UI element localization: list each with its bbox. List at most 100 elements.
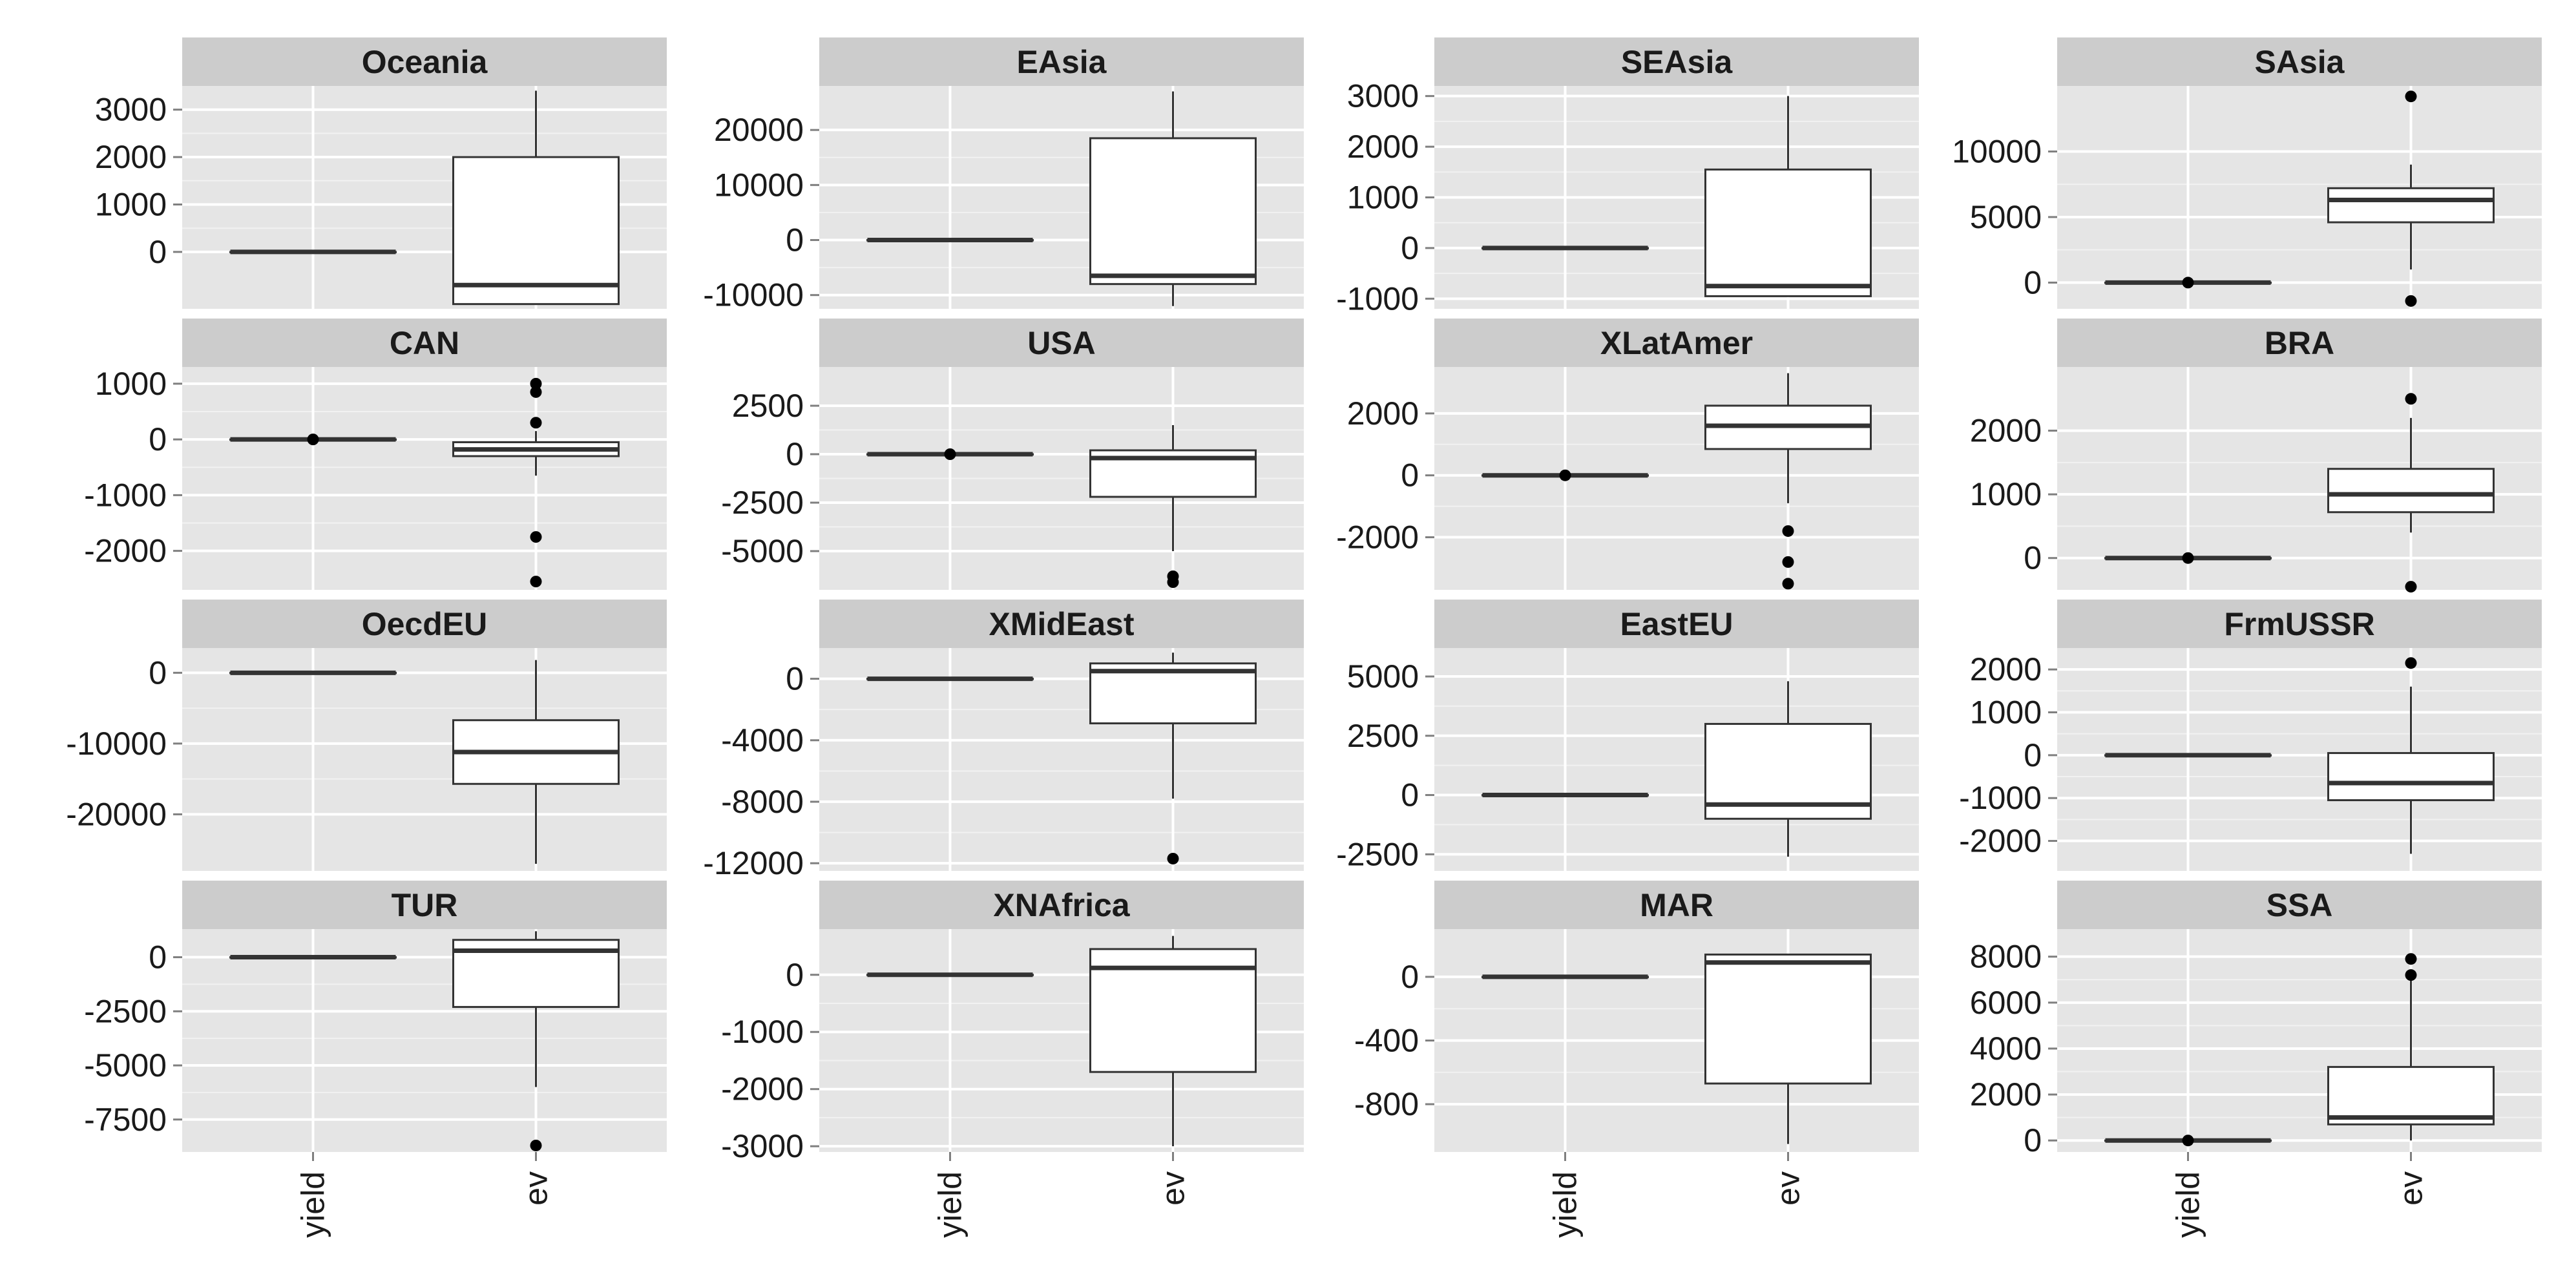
- y-tick-label: -10000: [66, 726, 167, 762]
- panel-strip: [819, 881, 1304, 929]
- y-tick-label: 2000: [1970, 1076, 2042, 1113]
- panel-bra: BRA 0 1000 2000: [1970, 319, 2542, 593]
- panel-frmussr: FrmUSSR -2000 -1000 0 1000 2000: [1959, 600, 2542, 871]
- panel-title: CAN: [390, 325, 459, 361]
- box-ev: [2327, 393, 2495, 593]
- y-tick-label: -5000: [84, 1047, 167, 1083]
- outlier-point: [2405, 295, 2417, 307]
- outlier-point: [1782, 525, 1794, 537]
- box-yield: [866, 238, 1034, 243]
- y-tick-label: -4000: [721, 722, 804, 759]
- panel-strip: [1434, 37, 1919, 86]
- box-iqr: [2327, 1065, 2495, 1125]
- y-tick-label: -5000: [721, 533, 804, 569]
- box-yield: [2104, 1135, 2272, 1147]
- outlier-point: [2405, 393, 2417, 405]
- outlier-point: [530, 377, 542, 390]
- box-yield: [229, 249, 397, 255]
- outlier-point: [530, 386, 542, 398]
- y-tick-label: 0: [2024, 264, 2042, 300]
- box-yield: [229, 434, 397, 446]
- y-tick-label: 1000: [95, 366, 167, 402]
- box-ev: [1089, 653, 1257, 864]
- box-yield: [1482, 469, 1649, 481]
- outlier-point: [1167, 852, 1179, 864]
- y-tick-label: -2000: [1959, 823, 2042, 859]
- box-iqr: [1704, 168, 1872, 297]
- y-tick-label: 20000: [714, 112, 804, 148]
- y-tick-label: 2000: [1347, 129, 1419, 165]
- outlier-point: [2405, 969, 2417, 981]
- outlier-point: [2405, 581, 2417, 593]
- box-ev: [1089, 936, 1257, 1147]
- panel-title: Oceania: [362, 44, 488, 80]
- y-tick-label: 0: [2024, 1122, 2042, 1158]
- y-tick-label: -800: [1354, 1086, 1419, 1122]
- y-tick-label: 8000: [1970, 939, 2042, 975]
- panel-title: SEAsia: [1621, 44, 1733, 80]
- y-tick-label: -2000: [84, 533, 167, 569]
- panel-title: USA: [1027, 325, 1096, 361]
- outlier-point: [307, 434, 319, 446]
- panel-strip: [819, 319, 1304, 367]
- outlier-point: [1559, 469, 1571, 481]
- outlier-point: [1782, 556, 1794, 568]
- y-tick-label: 0: [786, 436, 804, 472]
- y-tick-label: 0: [1401, 230, 1419, 266]
- panel-oecdeu: OecdEU -20000 -10000 0: [66, 600, 667, 871]
- panel-background: [1434, 367, 1919, 590]
- panel-xmideast: XMidEast -12000 -8000 -4000 0: [703, 600, 1304, 881]
- y-tick-label: -2000: [1336, 519, 1419, 556]
- y-tick-label: -1000: [721, 1014, 804, 1050]
- panel-sasia: SAsia 0 5000 10000: [1952, 37, 2542, 309]
- y-tick-label: 1000: [1970, 695, 2042, 731]
- panel-xlatamer: XLatAmer -2000 0 2000: [1336, 319, 1919, 590]
- outlier-point: [2182, 277, 2194, 289]
- y-tick-label: 3000: [95, 92, 167, 128]
- outlier-point: [530, 576, 542, 588]
- box-ev: [2327, 953, 2495, 1141]
- box-iqr: [2327, 187, 2495, 224]
- panel-title: MAR: [1640, 887, 1713, 923]
- x-tick-label-ev: ev: [1770, 1171, 1806, 1206]
- box-iqr: [1704, 953, 1872, 1085]
- y-tick-label: 0: [2024, 540, 2042, 576]
- panel-strip: [1434, 600, 1919, 648]
- box-yield: [866, 448, 1034, 460]
- panel-title: BRA: [2265, 325, 2334, 361]
- outlier-point: [1782, 578, 1794, 590]
- panel-strip: [182, 319, 667, 367]
- panel-title: EAsia: [1017, 44, 1107, 80]
- y-tick-label: 0: [786, 957, 804, 993]
- outlier-point: [530, 1139, 542, 1151]
- y-tick-label: -2500: [721, 485, 804, 521]
- panel-title: SAsia: [2255, 44, 2345, 80]
- outlier-point: [2182, 552, 2194, 564]
- box-yield: [1482, 974, 1649, 979]
- panel-strip: [182, 37, 667, 86]
- box-ev: [2327, 657, 2495, 854]
- y-tick-label: 0: [149, 654, 167, 691]
- x-tick-label-yield: yield: [1547, 1171, 1584, 1238]
- y-tick-label: -1000: [84, 477, 167, 513]
- box-ev: [1089, 425, 1257, 588]
- y-tick-label: 10000: [714, 167, 804, 203]
- panel-title: EastEU: [1620, 606, 1733, 642]
- panel-strip: [182, 881, 667, 929]
- x-tick-label-yield: yield: [2170, 1171, 2206, 1238]
- y-tick-label: 2000: [1347, 395, 1419, 432]
- outlier-point: [2405, 953, 2417, 965]
- box-ev: [452, 377, 620, 588]
- x-tick-label-yield: yield: [295, 1171, 331, 1238]
- y-tick-label: 10000: [1952, 133, 2042, 169]
- panel-tur: TUR -7500 -5000 -2500 0 yield ev: [84, 881, 667, 1238]
- x-tick-label-ev: ev: [518, 1171, 554, 1206]
- panel-strip: [2057, 881, 2542, 929]
- panel-title: FrmUSSR: [2224, 606, 2374, 642]
- y-tick-label: 1000: [1347, 180, 1419, 216]
- panel-title: XLatAmer: [1600, 325, 1753, 361]
- y-tick-label: -3000: [721, 1128, 804, 1164]
- panel-strip: [1434, 881, 1919, 929]
- box-yield: [866, 972, 1034, 978]
- y-tick-label: 2000: [1970, 651, 2042, 687]
